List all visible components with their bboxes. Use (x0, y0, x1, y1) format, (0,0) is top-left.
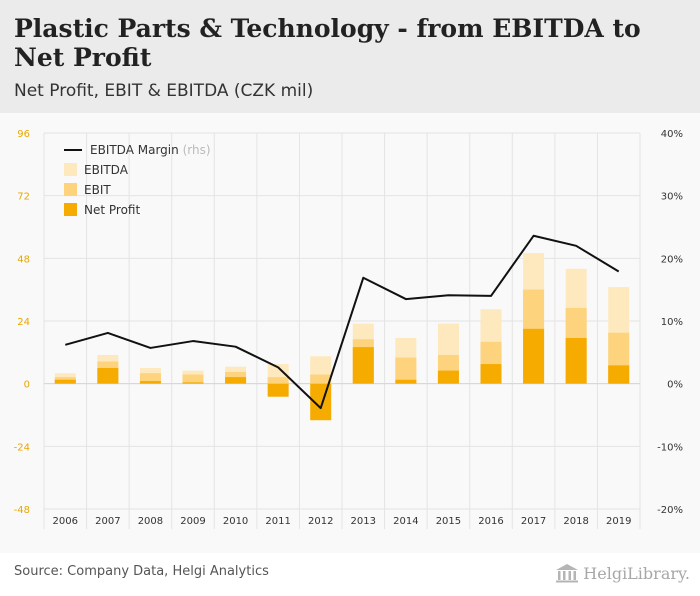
header-band: Plastic Parts & Technology - from EBITDA… (0, 0, 700, 113)
y-left-tick-label: 0 (24, 380, 30, 391)
bar-net-profit (225, 377, 247, 384)
y-right-tick-label: 20% (661, 254, 683, 265)
bar-net-profit (395, 379, 417, 384)
y-right-tick-label: 10% (661, 317, 683, 328)
legend-label-ebit: EBIT (84, 183, 111, 197)
x-tick-label: 2007 (95, 516, 120, 527)
chart-subtitle: Net Profit, EBIT & EBITDA (CZK mil) (14, 81, 314, 101)
y-right-tick-label: 0% (667, 380, 683, 391)
logo-text: HelgiLibrary. (583, 563, 690, 583)
bar-ebit (310, 374, 332, 384)
y-right-tick-label: -20% (657, 505, 683, 516)
legend: EBITDA Margin (rhs) EBITDA EBIT Net Prof… (64, 143, 211, 217)
bar-ebit (267, 377, 289, 384)
x-tick-label: 2018 (563, 516, 588, 527)
x-tick-label: 2013 (351, 516, 376, 527)
bar-net-profit (267, 383, 289, 397)
bar-ebit (182, 374, 204, 384)
bar-net-profit (437, 370, 459, 384)
bar-net-profit (523, 328, 545, 384)
x-tick-label: 2015 (436, 516, 461, 527)
x-tick-label: 2014 (393, 516, 418, 527)
x-tick-label: 2011 (265, 516, 290, 527)
bar-net-profit (54, 379, 76, 384)
helgi-library-logo: HelgiLibrary. (555, 561, 690, 585)
x-tick-label: 2009 (180, 516, 205, 527)
y-left-tick-label: 48 (17, 254, 30, 265)
bar-net-profit (97, 368, 119, 384)
axis-layer: 96 40% 72 30% 48 20% 24 10% 0 0% -24 -10% -48 -20% 200… (14, 129, 683, 527)
legend-swatch-net-profit (64, 203, 77, 216)
y-left-tick-label: 72 (17, 192, 30, 203)
y-left-tick-label: -24 (14, 442, 30, 453)
line-layer (65, 234, 620, 410)
x-tick-label: 2010 (223, 516, 248, 527)
bar-net-profit (139, 381, 161, 384)
y-left-tick-label: 24 (17, 317, 30, 328)
bars-layer (54, 253, 630, 421)
legend-swatch-ebitda (64, 163, 77, 176)
library-building-icon (556, 564, 579, 583)
y-right-tick-label: -10% (657, 442, 683, 453)
bar-ebit (395, 357, 417, 384)
bar-net-profit (352, 347, 374, 384)
bar-net-profit (182, 382, 204, 384)
y-right-tick-label: 30% (661, 192, 683, 203)
grid-layer (43, 132, 641, 529)
bar-net-profit (565, 337, 587, 384)
x-tick-label: 2006 (53, 516, 78, 527)
y-left-tick-label: -48 (14, 505, 30, 516)
chart-canvas: 96 40% 72 30% 48 20% 24 10% 0 0% -24 -10% -48 -20% 200… (14, 129, 683, 529)
x-tick-label: 2012 (308, 516, 333, 527)
chart-title: Plastic Parts & Technology - from EBITDA… (14, 14, 641, 72)
legend-rhs-note: (rhs) (183, 143, 211, 157)
legend-label-ebitda-margin: EBITDA Margin (rhs) (90, 143, 211, 157)
x-tick-label: 2017 (521, 516, 546, 527)
y-left-tick-label: 96 (17, 129, 30, 140)
x-tick-label: 2016 (478, 516, 503, 527)
legend-label-net-profit: Net Profit (84, 203, 140, 217)
x-tick-label: 2008 (138, 516, 163, 527)
plot-area: 96 40% 72 30% 48 20% 24 10% 0 0% -24 -10% -48 -20% 200… (0, 113, 700, 553)
footer: Source: Company Data, Helgi Analytics He… (0, 553, 700, 596)
bar-ebit (139, 373, 161, 384)
legend-label-ebitda-margin-name: EBITDA Margin (90, 143, 179, 157)
legend-label-ebitda: EBITDA (84, 163, 129, 177)
x-tick-label: 2019 (606, 516, 631, 527)
source-note: Source: Company Data, Helgi Analytics (14, 564, 269, 579)
bar-net-profit (608, 365, 630, 384)
y-right-tick-label: 40% (661, 129, 683, 140)
bar-net-profit (480, 364, 502, 384)
line-ebitda-margin (65, 234, 620, 410)
legend-swatch-ebit (64, 183, 77, 196)
